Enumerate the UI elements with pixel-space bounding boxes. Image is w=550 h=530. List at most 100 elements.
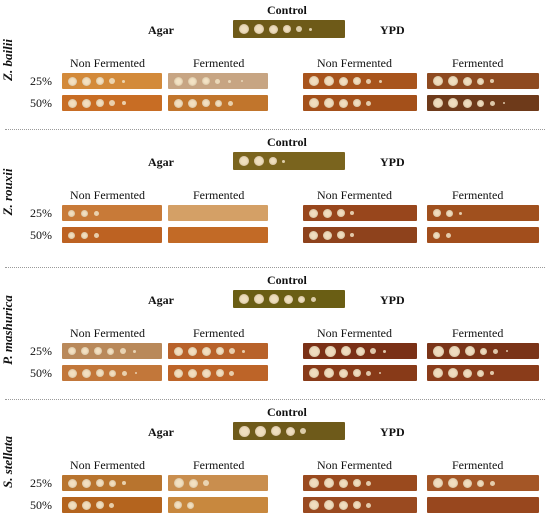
species-label: Z. rouxii (0, 168, 15, 216)
colony-spot (339, 76, 348, 86)
colony-spot (94, 347, 102, 355)
concentration-label: 25% (30, 74, 52, 88)
spot-assay-strip (427, 497, 539, 513)
spot-assay-strip (168, 343, 268, 359)
colony-spot (188, 76, 197, 86)
species-panel: S. stellata Control Agar YPD Non Fermented Fe… (0, 402, 550, 530)
colony-spot (188, 346, 197, 356)
fermented-header: Fermented (452, 188, 504, 202)
colony-spot (477, 99, 484, 107)
spot-assay-strip (427, 95, 539, 111)
colony-spot (339, 98, 348, 108)
colony-spot (82, 368, 91, 378)
colony-spot (122, 370, 127, 376)
colony-spot (448, 368, 458, 378)
agar-label: Agar (148, 155, 174, 169)
colony-spot (353, 369, 361, 377)
colony-spot (448, 76, 458, 86)
colony-spot (490, 79, 494, 83)
colony-spot (325, 345, 336, 357)
spot-assay-strip (62, 365, 162, 381)
colony-spot (109, 78, 115, 84)
colony-spot (433, 209, 441, 217)
colony-spot (120, 348, 126, 354)
spot-assay-strip (62, 227, 162, 243)
fermented-header: Fermented (193, 188, 245, 202)
colony-spot (309, 345, 320, 357)
colony-spot (174, 346, 183, 356)
colony-spot (350, 211, 354, 215)
fermented-header: Fermented (193, 326, 245, 340)
colony-spot (383, 349, 386, 353)
colony-spot (96, 99, 104, 107)
colony-spot (449, 345, 460, 357)
concentration-label: 25% (30, 206, 52, 220)
colony-spot (324, 98, 334, 108)
colony-spot (239, 425, 250, 437)
spot-assay-strip (303, 227, 417, 243)
colony-spot (188, 368, 197, 378)
colony-spot (286, 426, 295, 436)
non-fermented-header: Non Fermented (70, 326, 145, 340)
colony-spot (202, 99, 210, 107)
colony-spot (324, 76, 334, 86)
colony-spot (174, 478, 184, 488)
spot-assay-strip (168, 95, 268, 111)
colony-spot (477, 369, 484, 377)
colony-spot (433, 98, 443, 108)
spot-assay-strip (168, 365, 268, 381)
colony-spot (215, 78, 220, 84)
colony-spot (353, 479, 361, 487)
colony-spot (366, 502, 371, 508)
colony-spot (96, 369, 104, 377)
spot-assay-strip (62, 497, 162, 513)
colony-spot (68, 98, 77, 108)
spot-assay-strip (427, 475, 539, 491)
colony-spot (135, 372, 137, 374)
colony-spot (350, 233, 354, 237)
agar-label: Agar (148, 23, 174, 37)
colony-spot (133, 349, 136, 353)
control-strip (233, 152, 345, 170)
colony-spot (339, 500, 348, 510)
colony-spot (188, 98, 197, 108)
colony-spot (228, 79, 231, 83)
species-label: S. stellata (0, 436, 15, 489)
fermented-header: Fermented (452, 458, 504, 472)
control-label: Control (267, 273, 307, 287)
spot-assay-strip (168, 205, 268, 221)
spot-assay-strip (168, 227, 268, 243)
fermented-header: Fermented (193, 56, 245, 70)
colony-spot (254, 294, 264, 304)
agar-label: Agar (148, 293, 174, 307)
control-label: Control (267, 135, 307, 149)
colony-spot (477, 479, 484, 487)
colony-spot (122, 481, 126, 485)
colony-spot (337, 231, 345, 239)
concentration-label: 25% (30, 344, 52, 358)
colony-spot (94, 232, 99, 238)
spot-assay-strip (62, 95, 162, 111)
colony-spot (339, 368, 348, 378)
colony-spot (81, 347, 89, 355)
colony-spot (337, 209, 345, 217)
concentration-label: 25% (30, 476, 52, 490)
spot-assay-strip (427, 73, 539, 89)
colony-spot (341, 346, 351, 356)
species-panel: P. mashurica Control Agar YPD Non Fermented F… (0, 270, 550, 398)
colony-spot (433, 368, 443, 378)
agar-label: Agar (148, 425, 174, 439)
colony-spot (490, 371, 494, 375)
concentration-label: 50% (30, 228, 52, 242)
colony-spot (379, 79, 382, 83)
spot-assay-strip (303, 73, 417, 89)
colony-spot (68, 500, 77, 510)
spot-assay-strip (62, 205, 162, 221)
spot-assay-strip (62, 73, 162, 89)
colony-spot (446, 209, 453, 217)
non-fermented-header: Non Fermented (317, 458, 392, 472)
spot-assay-strip (303, 365, 417, 381)
colony-spot (68, 478, 77, 488)
species-panel: Z. rouxii Control Agar YPD Non Fermented Ferm… (0, 132, 550, 260)
colony-spot (242, 349, 245, 353)
